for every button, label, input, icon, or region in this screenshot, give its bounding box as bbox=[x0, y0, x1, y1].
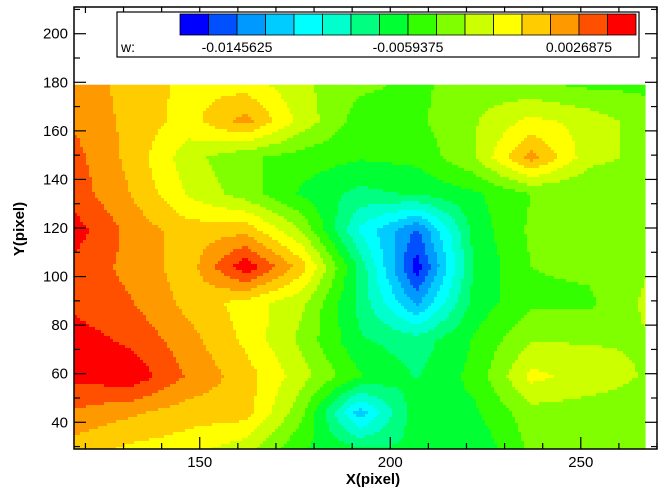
y-tick-label: 140 bbox=[43, 171, 68, 188]
y-tick-label: 80 bbox=[51, 317, 68, 334]
x-tick-label: 200 bbox=[378, 454, 403, 471]
legend-tick-label: -0.0145625 bbox=[202, 39, 273, 55]
legend-tick-label: -0.0059375 bbox=[373, 39, 444, 55]
legend-swatch bbox=[464, 13, 494, 36]
y-tick-label: 200 bbox=[43, 26, 68, 43]
legend-swatch bbox=[236, 13, 266, 36]
legend-swatch bbox=[265, 13, 295, 36]
legend-swatch bbox=[550, 13, 580, 36]
y-axis-title: Y(pixel) bbox=[11, 202, 28, 256]
y-tick-label: 120 bbox=[43, 220, 68, 237]
legend-swatch bbox=[293, 13, 323, 36]
y-tick-label: 160 bbox=[43, 123, 68, 140]
legend-swatch bbox=[607, 13, 637, 36]
x-tick-label: 150 bbox=[187, 454, 212, 471]
legend-swatch bbox=[407, 13, 437, 36]
legend-swatch bbox=[493, 13, 523, 36]
x-tick-label: 250 bbox=[568, 454, 593, 471]
color-legend: w: -0.0145625 -0.0059375 0.0026875 bbox=[116, 11, 640, 58]
x-axis-title: X(pixel) bbox=[346, 471, 400, 488]
legend-swatch bbox=[322, 13, 352, 36]
legend-swatch bbox=[208, 13, 238, 36]
legend-tick-label: 0.0026875 bbox=[546, 39, 612, 55]
legend-swatch bbox=[350, 13, 380, 36]
y-tick-label: 100 bbox=[43, 269, 68, 286]
legend-variable-label: w: bbox=[120, 39, 135, 55]
y-tick-label: 180 bbox=[43, 74, 68, 91]
axis-ticks: 150 200 250 40 60 80 100 120 140 160 180 200 bbox=[43, 7, 658, 471]
legend-swatch bbox=[521, 13, 551, 36]
legend-tick-labels: -0.0145625 -0.0059375 0.0026875 bbox=[202, 39, 613, 55]
contour-fill bbox=[74, 84, 646, 449]
legend-swatch bbox=[379, 13, 409, 36]
legend-swatch bbox=[179, 13, 209, 36]
legend-colorbar bbox=[179, 13, 637, 36]
legend-swatch bbox=[578, 13, 608, 36]
y-tick-label: 40 bbox=[51, 414, 68, 431]
legend-swatch bbox=[436, 13, 466, 36]
y-tick-label: 60 bbox=[51, 366, 68, 383]
